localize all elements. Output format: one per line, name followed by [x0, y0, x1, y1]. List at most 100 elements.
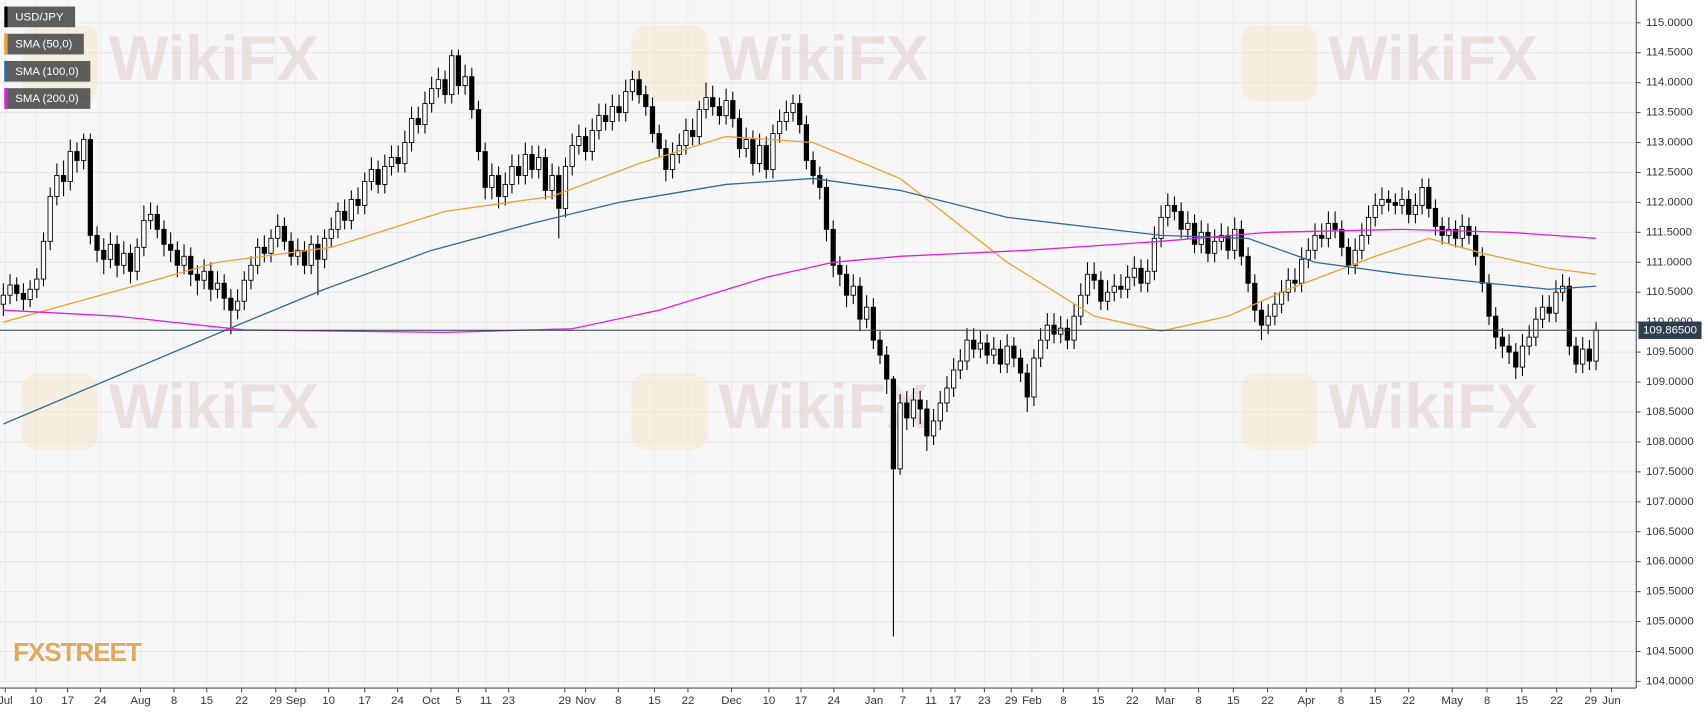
candle-body	[937, 402, 943, 422]
candle-body	[60, 175, 67, 182]
candle-body	[529, 154, 535, 170]
candle-body	[415, 118, 421, 125]
x-tick-label: 24	[827, 695, 840, 707]
candle-body	[429, 88, 435, 105]
x-tick-label: 24	[94, 695, 107, 707]
watermark-icon	[631, 25, 708, 102]
watermark-icon	[1241, 25, 1318, 102]
x-tick-label: May	[1441, 695, 1463, 707]
candle-body	[1078, 294, 1084, 317]
candle-body	[228, 297, 234, 311]
candle-body	[1305, 249, 1311, 260]
x-tick-label: 15	[1369, 695, 1382, 707]
candle-body	[750, 139, 756, 164]
legend-box	[4, 6, 76, 28]
candle-body	[188, 255, 194, 275]
candle-body	[1051, 324, 1057, 335]
candle-body	[301, 249, 308, 266]
candle-body	[910, 399, 917, 419]
candle-body	[1332, 222, 1338, 230]
candle-body	[1372, 204, 1378, 218]
legend-box	[4, 33, 84, 55]
candle-body	[147, 213, 154, 221]
candle-body	[1339, 228, 1345, 248]
watermark: WikiFX	[109, 24, 319, 94]
x-tick-label: 11	[480, 695, 492, 707]
candle-body	[1171, 204, 1178, 212]
candle-body	[629, 79, 636, 93]
candle-body	[261, 246, 267, 254]
candle-body	[1345, 246, 1352, 266]
candle-body	[1493, 315, 1499, 338]
y-tick-label: 114.5000	[1646, 47, 1693, 59]
x-tick-label: 23	[978, 695, 991, 707]
candle-body	[603, 115, 609, 123]
legend-label: SMA (100,0)	[15, 66, 79, 78]
candle-body	[1185, 222, 1191, 230]
candle-body	[275, 225, 281, 239]
candle-body	[1419, 187, 1425, 206]
y-tick-label: 111.5000	[1646, 226, 1692, 238]
candle-body	[596, 115, 602, 131]
y-tick-label: 106.0000	[1646, 556, 1694, 568]
candle-body	[288, 240, 294, 257]
y-tick-label: 113.0000	[1646, 137, 1693, 149]
candle-body	[449, 55, 455, 96]
candle-body	[1299, 258, 1305, 284]
candle-body	[569, 145, 575, 167]
candle-body	[944, 387, 950, 404]
candle-body	[234, 300, 241, 311]
candle-body	[1580, 348, 1586, 365]
candle-body	[127, 252, 134, 272]
candle-body	[582, 136, 589, 152]
candle-body	[924, 408, 930, 437]
candle-body	[1191, 222, 1198, 245]
y-tick-label: 111.0000	[1646, 256, 1692, 268]
candle-body	[442, 79, 448, 96]
candle-body	[830, 228, 836, 266]
candle-body	[991, 348, 997, 356]
x-tick-label: 17	[795, 695, 808, 707]
x-tick-label: 17	[61, 695, 74, 707]
candle-body	[315, 243, 321, 260]
candle-body	[221, 282, 227, 299]
x-tick-label: 29	[1584, 695, 1597, 707]
x-tick-label: 22	[1402, 695, 1415, 707]
candle-body	[1593, 329, 1599, 362]
candle-body	[1312, 234, 1318, 251]
candle-body	[1486, 282, 1492, 317]
plot-background	[0, 0, 1636, 688]
candle-body	[375, 169, 381, 185]
y-tick-label: 106.5000	[1646, 526, 1694, 538]
candle-body	[522, 154, 528, 176]
candle-body	[342, 210, 348, 221]
watermark: WikiFX	[1328, 24, 1538, 94]
candle-body	[1104, 291, 1111, 302]
candle-body	[1131, 267, 1137, 278]
candle-body	[623, 91, 629, 114]
candle-body	[1526, 336, 1532, 347]
candle-body	[1205, 231, 1211, 254]
candle-body	[469, 76, 475, 111]
x-tick-label: 22	[1261, 695, 1274, 707]
candle-body	[1479, 255, 1485, 284]
candle-body	[1546, 306, 1552, 314]
candle-body	[1412, 204, 1419, 215]
y-tick-label: 114.0000	[1646, 77, 1693, 89]
candle-body	[710, 97, 716, 108]
candle-body	[462, 76, 468, 87]
sma-line	[3, 135, 1597, 332]
candle-body	[489, 175, 495, 188]
candle-body	[154, 213, 160, 230]
y-tick-label: 107.5000	[1646, 466, 1694, 478]
y-tick-label: 109.5000	[1646, 346, 1694, 358]
candle-body	[0, 294, 6, 305]
legend-label: SMA (50,0)	[15, 39, 72, 51]
y-tick-label: 108.0000	[1646, 436, 1694, 448]
candle-body	[20, 292, 27, 300]
x-tick-label: Sep	[286, 695, 306, 707]
candle-body	[1379, 198, 1385, 206]
candle-body	[268, 237, 274, 254]
candle-body	[1432, 207, 1439, 227]
